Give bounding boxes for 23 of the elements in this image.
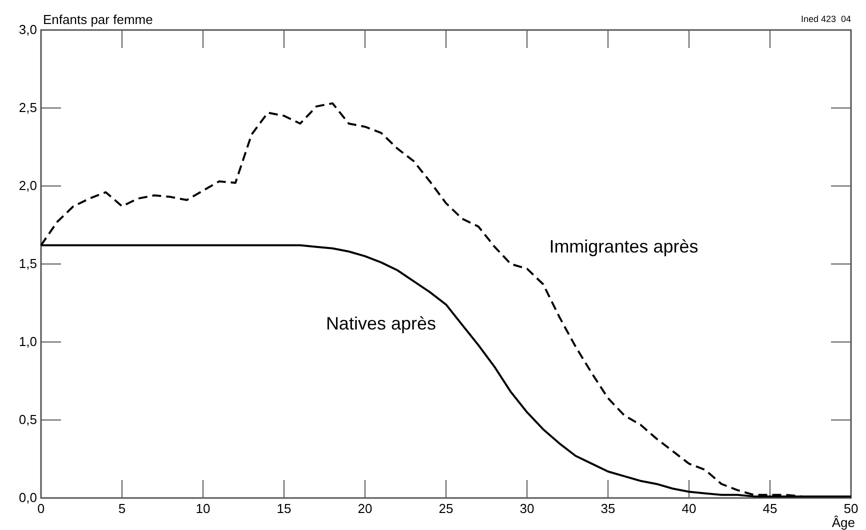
series-label: Immigrantes après	[549, 236, 698, 256]
x-tick-label: 40	[682, 501, 696, 516]
x-tick-label: 10	[196, 501, 210, 516]
x-tick-label: 45	[762, 501, 778, 516]
y-tick-label: 0,5	[18, 412, 37, 427]
x-tick-label: 50	[844, 501, 858, 516]
x-tick-label: 15	[276, 501, 292, 516]
series-label: Natives après	[326, 314, 436, 334]
x-tick-label: 35	[600, 501, 616, 516]
x-axis-title: Âge	[832, 515, 855, 530]
y-tick-label: 3,0	[18, 22, 37, 37]
y-tick-label: 2,5	[18, 100, 37, 115]
x-tick-label: 0	[37, 501, 45, 516]
y-tick-label: 2,0	[18, 178, 37, 193]
y-tick-label: 1,0	[18, 334, 37, 349]
text: Ined 423 04	[800, 14, 851, 24]
y-tick-label: 1,5	[18, 256, 37, 271]
x-tick-label: 25	[438, 501, 454, 516]
y-axis-title: Enfants par femme	[43, 12, 153, 27]
y-tick-label: 0,0	[18, 490, 37, 505]
x-tick-label: 20	[358, 501, 372, 516]
x-tick-label: 5	[118, 501, 126, 516]
x-tick-label: 30	[520, 501, 534, 516]
